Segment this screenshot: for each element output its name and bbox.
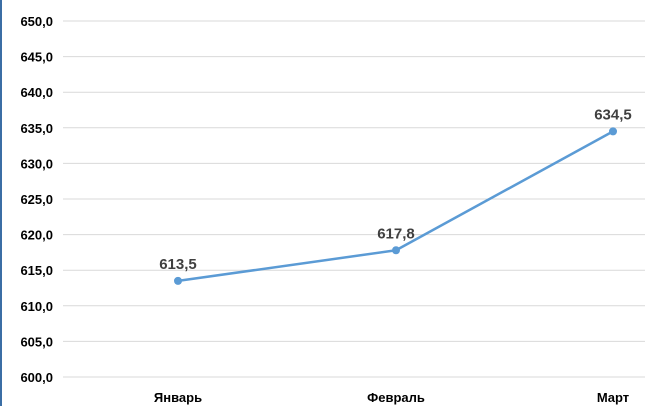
data-point [174, 276, 182, 285]
y-axis-tick-labels: 600,0 605,0 610,0 615,0 620,0 625,0 630,0 635,0… [20, 14, 53, 385]
y-tick-label: 625,0 [20, 192, 53, 207]
y-tick-label: 645,0 [20, 50, 53, 65]
y-tick-label: 605,0 [20, 334, 53, 349]
data-point [392, 246, 400, 255]
chart-frame-border [0, 0, 2, 406]
x-axis-category-labels: Январь Февраль Март [154, 390, 629, 405]
data-labels: 613,5 617,8 634,5 [159, 106, 632, 273]
x-category-label: Март [597, 390, 629, 405]
y-tick-label: 635,0 [20, 121, 53, 136]
y-tick-label: 650,0 [20, 14, 53, 29]
data-label: 613,5 [159, 256, 197, 273]
series-line-group [174, 127, 617, 285]
x-category-label: Февраль [367, 390, 425, 405]
y-tick-label: 640,0 [20, 85, 53, 100]
data-label: 634,5 [594, 106, 632, 123]
data-point [609, 127, 617, 136]
y-tick-label: 600,0 [20, 370, 53, 385]
y-tick-label: 615,0 [20, 263, 53, 278]
y-tick-label: 620,0 [20, 228, 53, 243]
data-label: 617,8 [377, 225, 415, 242]
x-category-label: Январь [154, 390, 202, 405]
series-line [177, 130, 614, 283]
y-tick-label: 630,0 [20, 156, 53, 171]
y-tick-label: 610,0 [20, 299, 53, 314]
gridlines [63, 20, 645, 378]
